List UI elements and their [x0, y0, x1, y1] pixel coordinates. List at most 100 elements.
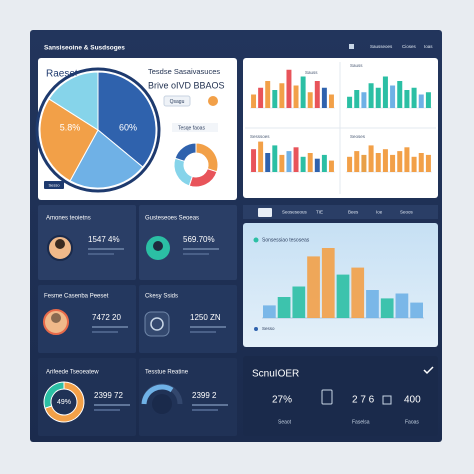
- pie-label: 60%: [119, 122, 137, 132]
- tile-value: 1547 4%: [88, 235, 120, 244]
- tab[interactable]: TIE: [316, 210, 323, 215]
- pie-label: 5.8%: [60, 122, 81, 132]
- tile-line: [92, 326, 128, 328]
- chart-label: Sesssoes: [250, 134, 270, 139]
- bar: [292, 286, 306, 318]
- tab[interactable]: Bees: [348, 210, 359, 215]
- tile-line: [88, 248, 124, 250]
- stat-value: 400: [404, 395, 421, 406]
- slice: [97, 71, 157, 168]
- header-link[interactable]: Sausseoes: [370, 44, 393, 49]
- bar: [307, 256, 320, 318]
- bar: [314, 158, 320, 172]
- icon[interactable]: [208, 96, 218, 106]
- chart-title: Sonsessiao tesoseas: [262, 237, 310, 243]
- icon: [144, 311, 170, 337]
- tab-bar: [243, 205, 438, 219]
- gauge-fill: [141, 384, 174, 405]
- tab[interactable]: Ioe: [376, 210, 383, 215]
- tile-line: [88, 253, 114, 255]
- bar: [263, 305, 276, 318]
- tile-title: Tesstue Reatine: [145, 370, 189, 376]
- bar: [293, 85, 299, 108]
- stat-value: 27%: [272, 395, 292, 406]
- bar: [404, 90, 410, 108]
- bar: [368, 145, 374, 172]
- bar: [251, 94, 257, 108]
- chart-label: Sauss: [305, 70, 318, 75]
- stats-title: ScnuIOER: [252, 369, 299, 380]
- bar: [361, 154, 367, 172]
- bar: [321, 87, 327, 108]
- bar: [321, 154, 327, 172]
- tile-value: 1250 ZN: [190, 313, 221, 322]
- bar: [418, 94, 424, 108]
- bar: [382, 149, 388, 172]
- dot: [254, 327, 258, 331]
- stat-label: Seaot: [278, 419, 292, 425]
- tile-title: Fesme Casenba Peeset: [44, 294, 109, 300]
- bar: [293, 147, 299, 172]
- bar: [380, 298, 394, 318]
- tile-title: Amones teoietns: [46, 216, 91, 222]
- bar: [351, 267, 365, 318]
- avatar-hair: [55, 239, 65, 249]
- tile-value: 2399 72: [94, 391, 123, 400]
- bar: [361, 92, 367, 108]
- bar: [279, 154, 285, 172]
- bar: [272, 145, 278, 172]
- bar: [321, 248, 335, 318]
- icon[interactable]: [349, 44, 354, 49]
- bar: [307, 92, 313, 108]
- bar: [307, 153, 313, 172]
- bar: [390, 85, 396, 108]
- tile-line: [192, 409, 218, 411]
- bar: [397, 81, 403, 108]
- bar: [368, 83, 374, 108]
- badge-box: [44, 181, 64, 189]
- header-link[interactable]: Cioses: [402, 44, 417, 49]
- bar: [354, 90, 360, 108]
- bar: [300, 156, 306, 172]
- slice: [48, 71, 99, 131]
- tile: [38, 205, 136, 280]
- tile: [38, 285, 136, 353]
- tile: [139, 358, 237, 436]
- tile-line: [190, 331, 216, 333]
- avatar-hair: [51, 313, 61, 323]
- legend: Sesso: [262, 326, 275, 331]
- bar: [328, 160, 334, 172]
- bar: [286, 69, 292, 108]
- tab[interactable]: Seoseseous: [282, 210, 308, 215]
- dot: [253, 237, 259, 243]
- bar: [328, 94, 334, 108]
- header-link[interactable]: Ioas: [424, 44, 433, 49]
- bar: [354, 151, 360, 172]
- tab[interactable]: Seoos: [400, 210, 414, 215]
- button[interactable]: [163, 95, 191, 107]
- bar: [410, 302, 423, 318]
- tile-title: Ckesy Ssids: [145, 294, 178, 300]
- bar: [277, 297, 291, 318]
- tile-line: [192, 404, 228, 406]
- tile-title: Gusteseoes Seoeas: [145, 216, 199, 222]
- bar: [279, 83, 285, 108]
- check-icon[interactable]: [423, 366, 434, 375]
- stat-label: Faselsa: [352, 419, 370, 425]
- badge: Sesso: [48, 183, 60, 188]
- tile-value: 7472 20: [92, 313, 121, 322]
- tab-active[interactable]: [258, 208, 272, 217]
- tile-value: 2399 2: [192, 391, 217, 400]
- bar: [258, 87, 264, 108]
- slice: [43, 381, 65, 409]
- bar: [425, 154, 431, 172]
- card-title: Raeset: [46, 69, 78, 80]
- stats-card: [243, 356, 438, 436]
- header-title: Sansiseoine & Susdsoges: [44, 45, 125, 52]
- tile-line: [92, 331, 118, 333]
- bar: [375, 87, 381, 108]
- icon: [382, 395, 392, 405]
- tile-title: Arifeede Tseoeatew: [46, 370, 99, 376]
- card-subheading: Brive oIVD BBAOS: [148, 80, 225, 90]
